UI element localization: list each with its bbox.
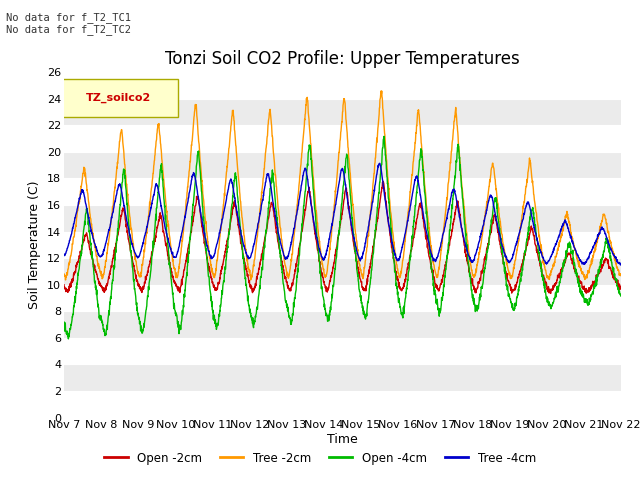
- Text: TZ_soilco2: TZ_soilco2: [85, 93, 150, 103]
- FancyBboxPatch shape: [61, 79, 178, 117]
- Bar: [64, 152, 621, 179]
- X-axis label: Time: Time: [327, 433, 358, 446]
- Title: Tonzi Soil CO2 Profile: Upper Temperatures: Tonzi Soil CO2 Profile: Upper Temperatur…: [165, 49, 520, 68]
- Bar: [64, 364, 621, 391]
- Bar: [64, 311, 621, 338]
- Bar: [64, 258, 621, 285]
- Legend: Open -2cm, Tree -2cm, Open -4cm, Tree -4cm: Open -2cm, Tree -2cm, Open -4cm, Tree -4…: [99, 447, 541, 469]
- Bar: [64, 72, 621, 98]
- Bar: [64, 231, 621, 258]
- Bar: [64, 285, 621, 311]
- Bar: [64, 179, 621, 205]
- Bar: [64, 205, 621, 231]
- Y-axis label: Soil Temperature (C): Soil Temperature (C): [28, 180, 42, 309]
- Bar: [64, 338, 621, 364]
- Bar: [64, 125, 621, 152]
- Bar: [64, 391, 621, 418]
- Bar: [64, 98, 621, 125]
- Text: No data for f_T2_TC1
No data for f_T2_TC2: No data for f_T2_TC1 No data for f_T2_TC…: [6, 12, 131, 36]
